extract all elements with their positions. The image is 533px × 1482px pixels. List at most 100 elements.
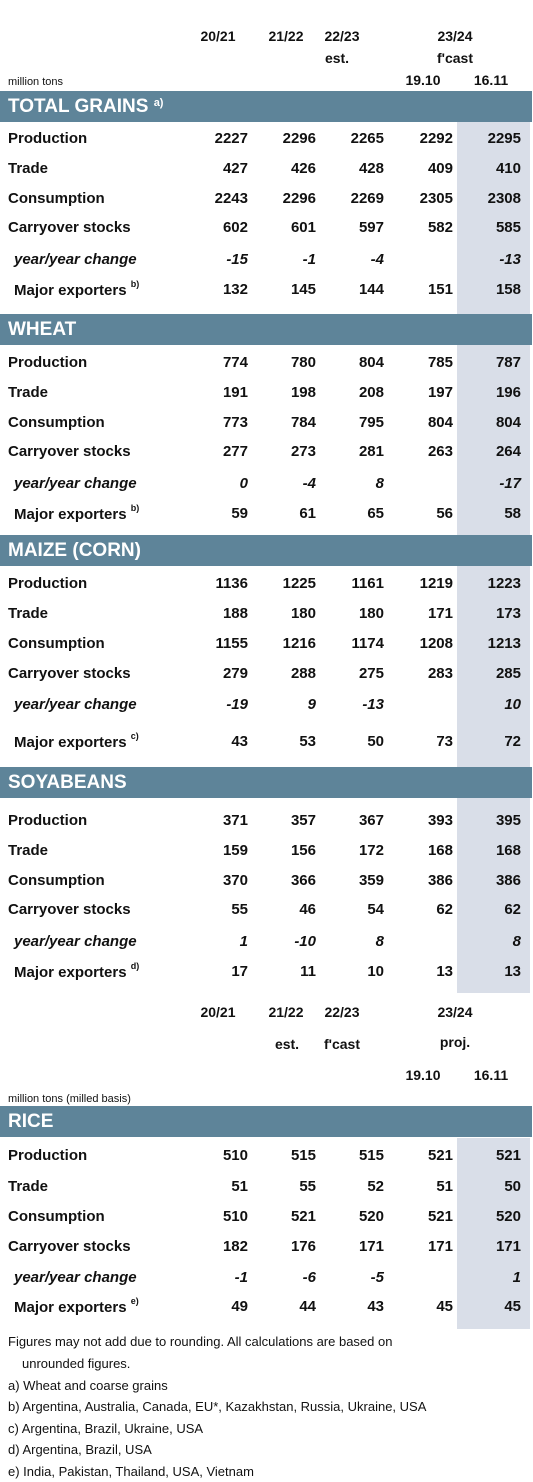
- table-cell: 288: [290, 665, 316, 682]
- unit-label: million tons: [8, 76, 64, 88]
- table-row: year/year change -15 -1 -4 -13: [0, 245, 533, 275]
- table-cell: 56: [436, 505, 453, 522]
- row-label: Trade: [8, 842, 48, 859]
- table-row: Consumption 773 784 795 804 804: [0, 408, 533, 438]
- table-cell: 285: [495, 665, 521, 682]
- table-cell: 2296: [282, 130, 316, 147]
- table-cell: -15: [226, 251, 248, 268]
- table-cell: 156: [290, 842, 316, 859]
- row-footnote-ref: e): [130, 1296, 139, 1306]
- est-label: est.: [324, 50, 350, 66]
- row-footnote-ref: b): [130, 279, 140, 289]
- section-title: WHEAT: [8, 319, 77, 340]
- table-cell: 50: [504, 1178, 521, 1195]
- row-label: Carryover stocks: [8, 443, 131, 460]
- rice-year-header-2021: 20/21: [200, 1004, 236, 1020]
- table-cell: 1223: [487, 575, 521, 592]
- table-cell: 426: [290, 160, 316, 177]
- table-row: Major exporters e) 49 44 43 45 45: [0, 1292, 533, 1322]
- table-row: Major exporters b) 132 145 144 151 158: [0, 275, 533, 305]
- table-row: year/year change -19 9 -13 10: [0, 690, 533, 720]
- table-row: Consumption 2243 2296 2269 2305 2308: [0, 184, 533, 214]
- year-header-2021: 20/21: [200, 28, 236, 44]
- section-title: RICE: [8, 1111, 54, 1132]
- table-row: Consumption 370 366 359 386 386: [0, 866, 533, 896]
- table-cell: 45: [436, 1298, 453, 1315]
- table-row: Carryover stocks 279 288 275 283 285: [0, 659, 533, 689]
- table-cell: 1174: [351, 635, 384, 652]
- row-label-text: year/year change: [14, 933, 137, 950]
- footnote-e: e) India, Pakistan, Thailand, USA, Vietn…: [8, 1464, 254, 1479]
- table-cell: 61: [299, 505, 316, 522]
- row-label: year/year change: [14, 475, 137, 492]
- table-cell: 773: [222, 414, 248, 431]
- table-row: Trade 51 55 52 51 50: [0, 1172, 533, 1202]
- table-cell: 784: [290, 414, 316, 431]
- row-label-text: Major exporters: [14, 734, 127, 751]
- table-row: Major exporters b) 59 61 65 56 58: [0, 499, 533, 529]
- table-cell: 2292: [419, 130, 453, 147]
- table-cell: 188: [222, 605, 248, 622]
- table-cell: 8: [375, 475, 384, 492]
- table-cell: 510: [222, 1147, 248, 1164]
- rice-year-header-2223: 22/23: [324, 1004, 360, 1020]
- section-header-soyabeans: SOYABEANS: [0, 767, 532, 798]
- row-label-text: Carryover stocks: [8, 443, 131, 460]
- table-cell: 50: [367, 733, 384, 750]
- table-cell: 51: [436, 1178, 453, 1195]
- table-cell: 281: [358, 443, 384, 460]
- row-label-text: year/year change: [14, 251, 137, 268]
- table-row: Trade 188 180 180 171 173: [0, 599, 533, 629]
- row-label: Major exporters d): [14, 961, 139, 981]
- table-cell: 171: [427, 1238, 453, 1255]
- table-row: Major exporters c) 43 53 50 73 72: [0, 727, 533, 757]
- row-label-text: Consumption: [8, 414, 105, 431]
- section-footnote-ref: a): [153, 97, 164, 109]
- row-label-text: year/year change: [14, 1269, 137, 1286]
- table-cell: 180: [358, 605, 384, 622]
- row-label-text: Consumption: [8, 190, 105, 207]
- table-cell: 393: [427, 812, 453, 829]
- table-row: Carryover stocks 602 601 597 582 585: [0, 213, 533, 243]
- row-label-text: year/year change: [14, 475, 137, 492]
- row-label: Major exporters b): [14, 279, 140, 299]
- section-title: MAIZE (CORN): [8, 540, 141, 561]
- table-cell: 804: [427, 414, 453, 431]
- row-label-text: Carryover stocks: [8, 901, 131, 918]
- table-cell: 168: [495, 842, 521, 859]
- table-cell: 72: [504, 733, 521, 750]
- table-cell: 158: [495, 281, 521, 298]
- table-cell: 597: [358, 219, 384, 236]
- row-label-text: Major exporters: [14, 506, 127, 523]
- rice-unit-label: million tons (milled basis): [8, 1093, 131, 1105]
- table-cell: 395: [495, 812, 521, 829]
- table-cell: 62: [436, 901, 453, 918]
- table-cell: 601: [290, 219, 316, 236]
- table-row: Consumption 1155 1216 1174 1208 1213: [0, 629, 533, 659]
- table-cell: 602: [222, 219, 248, 236]
- table-cell: 1155: [215, 635, 248, 652]
- row-label-text: Trade: [8, 1178, 49, 1195]
- table-cell: 279: [222, 665, 248, 682]
- table-cell: 10: [367, 963, 384, 980]
- table-cell: 367: [358, 812, 384, 829]
- table-cell: 273: [290, 443, 316, 460]
- table-cell: -19: [226, 696, 248, 713]
- table-cell: 2243: [214, 190, 248, 207]
- row-label: Consumption: [8, 872, 105, 889]
- table-cell: 46: [299, 901, 316, 918]
- table-cell: 1225: [282, 575, 316, 592]
- row-label-text: Carryover stocks: [8, 219, 131, 236]
- table-row: Production 510 515 515 521 521: [0, 1141, 533, 1171]
- row-label-text: year/year change: [14, 696, 137, 713]
- table-cell: 2227: [214, 130, 248, 147]
- table-cell: 171: [427, 605, 453, 622]
- row-label: Consumption: [8, 1208, 105, 1225]
- table-cell: 55: [231, 901, 248, 918]
- table-row: Trade 191 198 208 197 196: [0, 378, 533, 408]
- footnote-rounding-cont: unrounded figures.: [22, 1356, 131, 1371]
- table-row: Carryover stocks 55 46 54 62 62: [0, 895, 533, 925]
- row-label-text: Consumption: [8, 635, 105, 652]
- table-cell: 58: [504, 505, 521, 522]
- table-cell: 582: [427, 219, 453, 236]
